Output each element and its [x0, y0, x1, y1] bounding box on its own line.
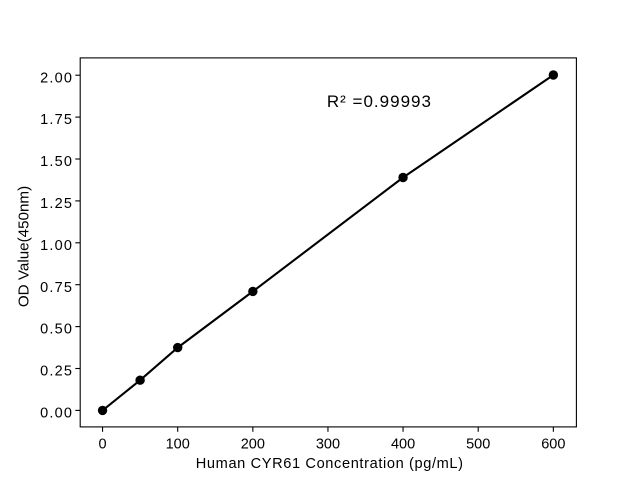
- svg-text:300: 300: [316, 436, 340, 452]
- svg-text:1.25: 1.25: [40, 196, 73, 212]
- svg-text:1.50: 1.50: [40, 154, 73, 170]
- svg-text:200: 200: [241, 436, 265, 452]
- svg-text:0.50: 0.50: [40, 322, 73, 338]
- svg-text:0.75: 0.75: [40, 280, 73, 296]
- svg-text:400: 400: [391, 436, 415, 452]
- svg-text:R² =0.99993: R² =0.99993: [327, 92, 432, 111]
- svg-text:0: 0: [99, 436, 107, 452]
- svg-text:1.75: 1.75: [40, 112, 73, 128]
- svg-text:100: 100: [166, 436, 190, 452]
- svg-text:1.00: 1.00: [40, 238, 73, 254]
- svg-text:600: 600: [541, 436, 565, 452]
- svg-text:2.00: 2.00: [40, 70, 73, 86]
- svg-text:0.00: 0.00: [40, 406, 73, 422]
- svg-text:0.25: 0.25: [40, 364, 73, 380]
- svg-text:OD Value(450nm): OD Value(450nm): [16, 186, 33, 307]
- svg-text:500: 500: [466, 436, 490, 452]
- svg-text:Human CYR61 Concentration (pg/: Human CYR61 Concentration (pg/mL): [196, 456, 464, 472]
